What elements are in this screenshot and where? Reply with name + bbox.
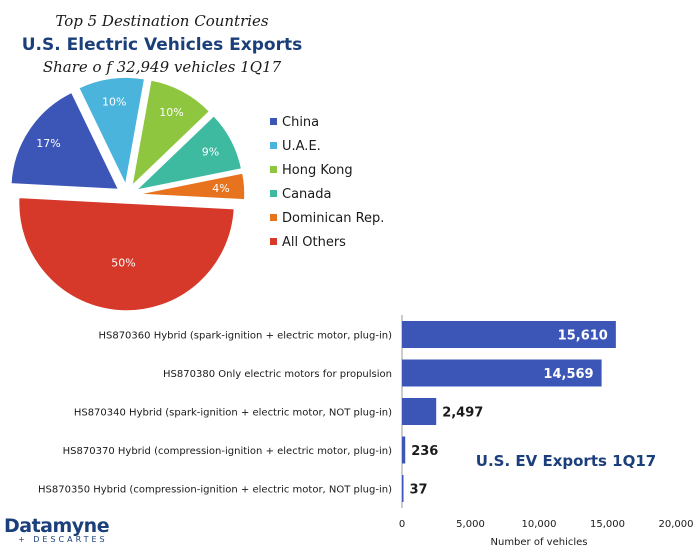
pie-label-dominican-rep: 4% xyxy=(212,182,229,195)
bar-category-label-5: HS870350 Hybrid (compression-ignition + … xyxy=(38,485,392,496)
legend-label-china: China xyxy=(282,115,319,130)
legend-swatch-canada xyxy=(270,190,277,197)
bar-value-label-5: 37 xyxy=(410,483,428,498)
pie-label-canada: 9% xyxy=(202,145,219,158)
legend-swatch-china xyxy=(270,118,277,125)
bar-category-label-1: HS870360 Hybrid (spark-ignition + electr… xyxy=(98,331,392,342)
bar-value-label-3: 2,497 xyxy=(442,406,483,421)
legend-swatch-u-a-e xyxy=(270,142,277,149)
legend-label-hong-kong: Hong Kong xyxy=(282,163,353,178)
datamyne-logo: Datamyne + DESCARTES xyxy=(4,515,110,544)
pie-title: U.S. Electric Vehicles Exports xyxy=(22,35,302,55)
bar-value-label-4: 236 xyxy=(411,444,438,459)
pie-label-u-a-e: 10% xyxy=(102,96,126,109)
bar-value-label-1: 15,610 xyxy=(558,329,608,344)
legend-label-dominican-rep: Dominican Rep. xyxy=(282,211,384,226)
bar-value-label-2: 14,569 xyxy=(543,367,593,382)
pie-slice-u-a-e xyxy=(77,76,146,188)
bar-2 xyxy=(402,359,602,387)
bar-x-tick-0: 0 xyxy=(399,519,405,530)
bar-x-tick-1: 5,000 xyxy=(456,519,485,530)
bar-x-tick-3: 15,000 xyxy=(590,519,625,530)
pie-subtitle-top: Top 5 Destination Countries xyxy=(55,12,269,30)
pie-slice-dominican-rep xyxy=(136,172,246,201)
bar-chart: HS870360 Hybrid (spark-ignition + electr… xyxy=(38,315,694,530)
pie-slice-canada xyxy=(133,114,243,192)
bar-x-tick-2: 10,000 xyxy=(522,519,557,530)
legend-label-all-others: All Others xyxy=(282,235,346,250)
bar-x-axis-label: Number of vehicles xyxy=(491,537,588,548)
bar-category-label-4: HS870370 Hybrid (compression-ignition + … xyxy=(63,446,392,457)
legend-swatch-dominican-rep xyxy=(270,214,277,221)
pie-label-china: 17% xyxy=(36,137,60,150)
bar-3 xyxy=(402,398,437,425)
bar-category-label-3: HS870340 Hybrid (spark-ignition + electr… xyxy=(74,408,392,419)
bar-category-label-2: HS870380 Only electric motors for propul… xyxy=(163,369,392,380)
bar-4 xyxy=(402,436,406,464)
logo-main-text: Datamyne xyxy=(4,515,110,537)
legend-swatch-all-others xyxy=(270,238,277,245)
pie-subtitle-bottom: Share o f 32,949 vehicles 1Q17 xyxy=(43,58,282,76)
legend-label-u-a-e: U.A.E. xyxy=(282,139,321,154)
pie-slice-hong-kong xyxy=(130,79,211,189)
bar-5 xyxy=(402,475,404,502)
bar-x-tick-4: 20,000 xyxy=(659,519,694,530)
pie-label-all-others: 50% xyxy=(111,256,135,269)
bar-1 xyxy=(402,321,616,348)
pie-label-hong-kong: 10% xyxy=(159,106,183,119)
bar-chart-title: U.S. EV Exports 1Q17 xyxy=(476,452,656,470)
pie-slice-all-others xyxy=(17,196,236,312)
legend-label-canada: Canada xyxy=(282,187,331,202)
pie-chart: 17% 10% 10% 9% 4% 50% xyxy=(10,76,246,312)
pie-slice-china xyxy=(10,91,120,191)
logo-sub-text: + DESCARTES xyxy=(18,535,108,544)
legend-swatch-hong-kong xyxy=(270,166,277,173)
pie-legend: China U.A.E. Hong Kong Canada Dominican Rep.… xyxy=(270,115,384,250)
